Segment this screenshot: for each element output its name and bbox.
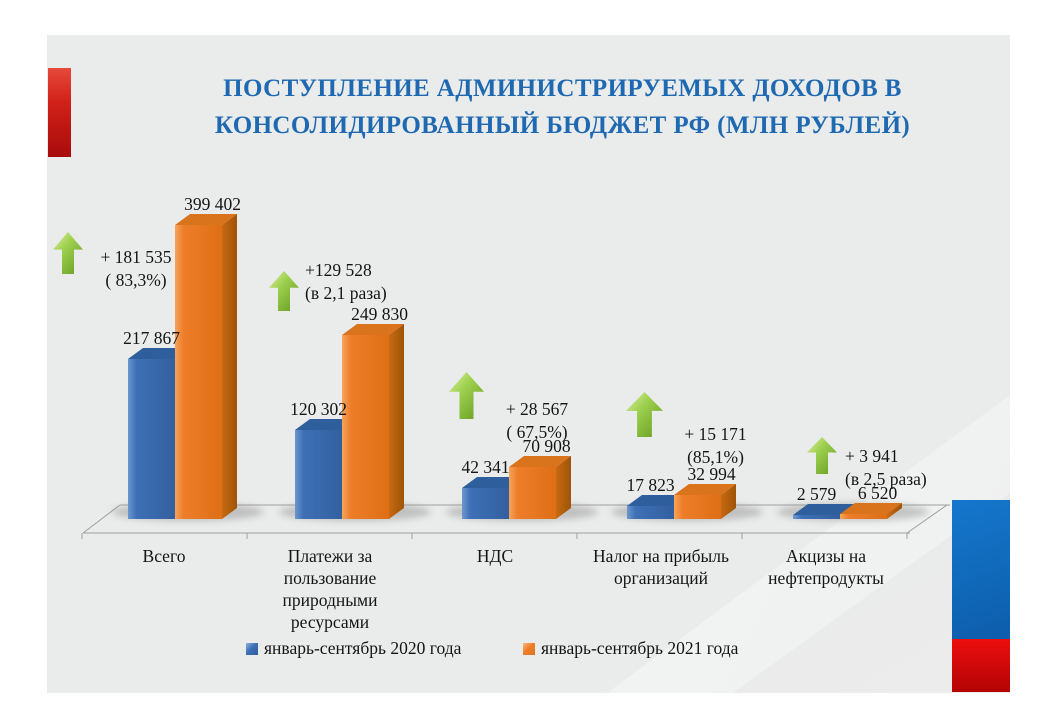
left-red-accent-bar	[48, 68, 71, 157]
growth-percent: (в 2,1 раза)	[305, 283, 387, 303]
bars-group	[112, 214, 929, 521]
bar-front-2020	[793, 515, 840, 519]
value-label: 42 341	[461, 457, 510, 477]
bar-top-2020	[128, 348, 190, 359]
value-label: 249 830	[351, 304, 408, 324]
right-blue-accent-bar	[952, 500, 1010, 639]
bar-side-2021	[556, 456, 571, 519]
value-label: 120 302	[290, 399, 347, 419]
bar-front-2021	[175, 225, 222, 519]
category-label: Акцизы на нефтепродукты	[768, 546, 884, 588]
right-red-accent-bar	[952, 639, 1010, 692]
page-title: ПОСТУПЛЕНИЕ АДМИНИСТРИРУЕМЫХ ДОХОДОВ В К…	[135, 70, 990, 144]
floor-left-edge	[82, 504, 121, 534]
bar-side-2021	[887, 503, 902, 519]
bar-top-2021	[840, 503, 902, 514]
category-label: Платежи за пользование природными ресурс…	[282, 546, 378, 632]
bar-top-2020	[462, 477, 524, 488]
legend-label: январь-сентябрь 2020 года	[264, 638, 462, 658]
growth-delta: + 181 535	[100, 247, 172, 267]
bar-front-2021	[509, 467, 556, 519]
bar-side-2021	[222, 214, 237, 519]
growth-percent: (в 2,5 раза)	[845, 469, 927, 489]
growth-delta: + 3 941	[845, 446, 899, 466]
bar-side-2021	[721, 484, 736, 519]
growth-annotation: + 181 535 ( 83,3%)	[86, 246, 186, 292]
legend-swatch-2021	[523, 642, 535, 655]
page-title-line1: ПОСТУПЛЕНИЕ АДМИНИСТРИРУЕМЫХ ДОХОДОВ В	[223, 75, 902, 102]
value-label: 399 402	[184, 194, 241, 214]
bar-top-2020	[627, 495, 689, 506]
bar-front-2021	[342, 335, 389, 519]
value-label: 17 823	[626, 475, 675, 495]
growth-percent: ( 67,5%)	[506, 422, 568, 442]
bar-top-2020	[793, 504, 855, 515]
value-label: 70 908	[522, 436, 571, 456]
growth-delta: +129 528	[305, 260, 372, 280]
bar-front-2021	[840, 514, 887, 519]
category-label: НДС	[476, 546, 514, 566]
legend-item: январь-сентябрь 2021 года	[523, 638, 738, 659]
bar-front-2020	[627, 506, 674, 519]
value-label: 217 867	[123, 328, 180, 348]
value-label: 32 994	[687, 464, 736, 484]
category-label: Налог на прибыль организаций	[593, 546, 729, 588]
bar-front-2020	[295, 430, 342, 519]
bar-front-2021	[674, 495, 721, 519]
growth-annotation: +129 528 (в 2,1 раза)	[305, 259, 425, 305]
value-label: 2 579	[796, 484, 837, 504]
growth-annotation: + 3 941 (в 2,5 раза)	[845, 445, 955, 491]
bar-top-2021	[674, 484, 736, 495]
bar-top-2021	[175, 214, 237, 225]
legend-swatch-2020	[246, 642, 258, 655]
bar-top-2021	[509, 456, 571, 467]
floor-right-edge	[906, 504, 948, 534]
bar-top-2021	[342, 324, 404, 335]
growth-percent: ( 83,3%)	[105, 270, 167, 290]
growth-annotation: + 28 567 ( 67,5%)	[492, 398, 582, 444]
bar-front-2020	[462, 488, 509, 519]
page-title-line2: КОНСОЛИДИРОВАННЫЙ БЮДЖЕТ РФ (МЛН РУБЛЕЙ)	[214, 112, 911, 139]
growth-delta: + 28 567	[505, 399, 569, 419]
value-label: 6 520	[857, 483, 898, 503]
growth-delta: + 15 171	[684, 424, 747, 444]
bar-top-2020	[295, 419, 357, 430]
legend-label: январь-сентябрь 2021 года	[541, 638, 739, 658]
bar-side-2021	[389, 324, 404, 519]
category-label: Всего	[142, 546, 186, 566]
bar-front-2020	[128, 359, 175, 519]
growth-percent: (85,1%)	[687, 447, 744, 467]
legend-item: январь-сентябрь 2020 года	[246, 638, 461, 659]
growth-annotation: + 15 171 (85,1%)	[668, 423, 763, 469]
